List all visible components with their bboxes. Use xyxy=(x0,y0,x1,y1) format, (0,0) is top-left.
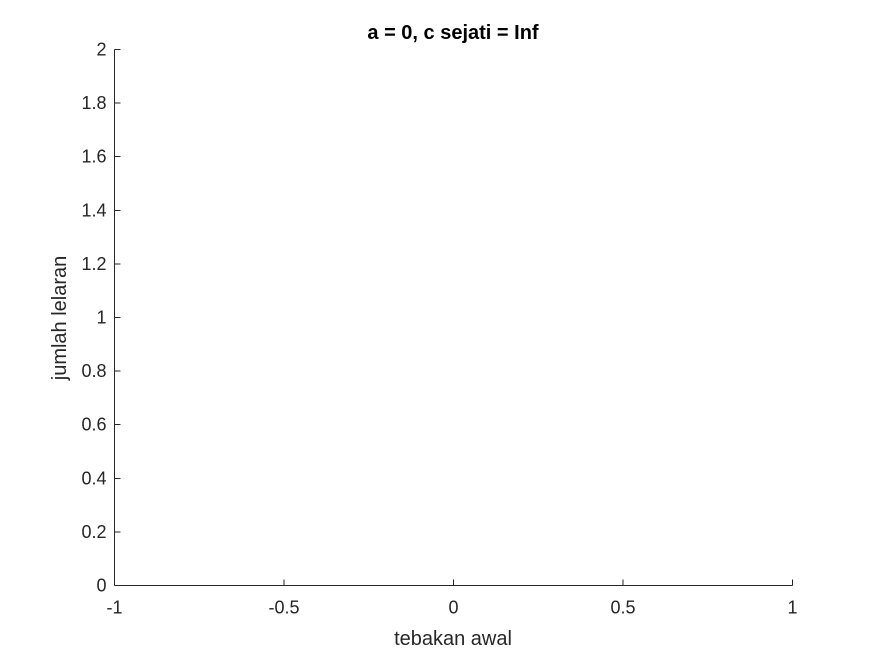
y-tick-label: 1.6 xyxy=(81,147,106,167)
y-tick-label: 0.2 xyxy=(81,522,106,542)
x-tick-label: 0.5 xyxy=(610,598,635,618)
y-tick-label: 1.2 xyxy=(81,254,106,274)
y-tick-label: 1.4 xyxy=(81,200,106,220)
y-tick-label: 2 xyxy=(96,40,106,60)
y-axis-label: jumlah lelaran xyxy=(49,256,71,382)
x-tick-label: -0.5 xyxy=(268,598,299,618)
x-ticks: -1 -0.5 0 0.5 1 xyxy=(106,579,798,618)
y-tick-label: 0 xyxy=(96,576,106,596)
x-axis-label: tebakan awal xyxy=(394,628,512,650)
y-tick-label: 0.8 xyxy=(81,361,106,381)
y-ticks: 0 0.2 0.4 0.6 0.8 1 1.2 1.4 1.6 1.8 2 xyxy=(81,40,121,596)
y-tick-label: 0.4 xyxy=(81,468,106,488)
x-tick-label: 0 xyxy=(448,598,458,618)
x-tick-label: 1 xyxy=(787,598,797,618)
x-tick-label: -1 xyxy=(106,598,122,618)
y-tick-label: 1 xyxy=(96,308,106,328)
y-tick-label: 1.8 xyxy=(81,93,106,113)
chart-title: a = 0, c sejati = Inf xyxy=(367,22,539,44)
y-tick-label: 0.6 xyxy=(81,415,106,435)
axes xyxy=(114,49,793,586)
